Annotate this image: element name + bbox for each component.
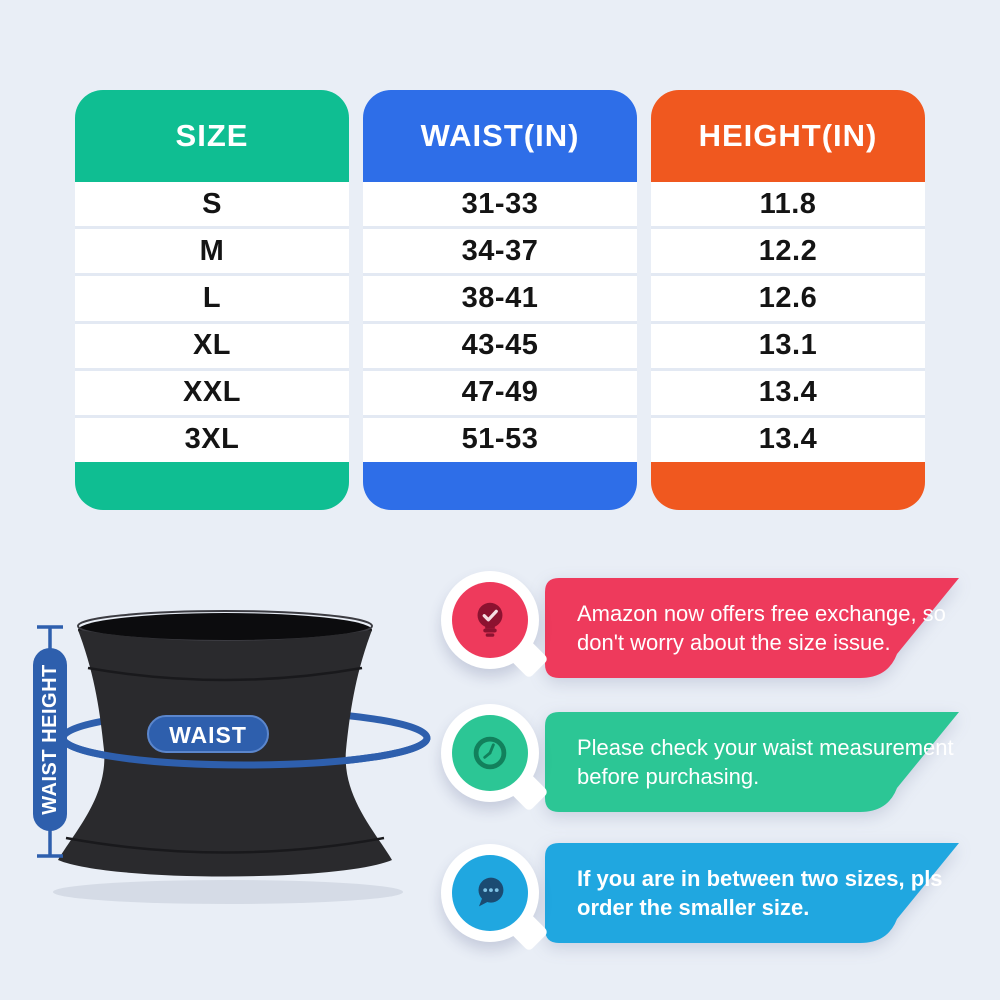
size-column-rows: S M L XL XXL 3XL xyxy=(75,182,349,462)
table-cell: 43-45 xyxy=(363,320,637,368)
size-column-footer xyxy=(75,462,349,510)
callout-text: Amazon now offers free exchange, so don'… xyxy=(577,600,946,655)
table-cell: 34-37 xyxy=(363,226,637,273)
clock-icon xyxy=(473,736,507,770)
size-column: SIZE S M L XL XXL 3XL xyxy=(75,90,349,510)
waist-column: WAIST(IN) 31-33 34-37 38-41 43-45 47-49 … xyxy=(363,90,637,510)
callout-ribbon xyxy=(545,578,959,678)
size-chart-table: SIZE S M L XL XXL 3XL WAIST(IN) 31-33 34… xyxy=(75,90,925,510)
table-cell: XL xyxy=(75,320,349,368)
table-cell: 3XL xyxy=(75,414,349,462)
waist-column-rows: 31-33 34-37 38-41 43-45 47-49 51-53 xyxy=(363,182,637,462)
height-pill xyxy=(33,648,67,831)
table-cell: 47-49 xyxy=(363,367,637,415)
waist-band-front xyxy=(59,737,431,769)
callout-badge xyxy=(441,844,549,952)
table-cell: L xyxy=(75,273,349,320)
table-cell: 31-33 xyxy=(461,187,539,220)
lightbulb-check-icon xyxy=(477,602,503,637)
table-cell: M xyxy=(75,226,349,273)
table-cell: 13.4 xyxy=(651,367,925,415)
table-cell: 11.8 xyxy=(759,187,817,220)
waist-column-footer xyxy=(363,462,637,510)
chat-dots-icon xyxy=(478,877,504,907)
callout-check-measurement: Please check your waist measurement befo… xyxy=(441,704,981,844)
callout-badge xyxy=(441,571,549,679)
height-column: HEIGHT(IN) 11.8 12.2 12.6 13.1 13.4 13.4 xyxy=(651,90,925,510)
height-dimension-lines xyxy=(37,625,63,858)
callout-free-exchange: Amazon now offers free exchange, so don'… xyxy=(441,571,981,711)
trainer-top-seam xyxy=(87,666,363,682)
height-column-header: HEIGHT(IN) xyxy=(651,90,925,182)
waist-pill-label: WAIST xyxy=(169,722,247,748)
table-cell: 12.2 xyxy=(651,226,925,273)
table-cell: 13.1 xyxy=(651,320,925,368)
trainer-body xyxy=(58,630,392,877)
trainer-shadow xyxy=(53,880,403,904)
waist-pill xyxy=(147,715,269,753)
waist-column-header: WAIST(IN) xyxy=(363,90,637,182)
callout-ribbon xyxy=(545,712,959,812)
callout-badge xyxy=(441,704,549,812)
table-cell: XXL xyxy=(75,367,349,415)
callout-text: If you are in between two sizes, pls ord… xyxy=(577,865,943,920)
table-cell: 12.6 xyxy=(651,273,925,320)
callout-ribbon xyxy=(545,843,959,943)
height-column-footer xyxy=(651,462,925,510)
callout-order-smaller: If you are in between two sizes, pls ord… xyxy=(441,842,981,982)
waist-trainer-diagram: WAIST WAIST HEIGHT xyxy=(33,610,431,904)
height-pill-label: WAIST HEIGHT xyxy=(39,664,61,814)
height-column-rows: 11.8 12.2 12.6 13.1 13.4 13.4 xyxy=(651,182,925,462)
size-column-header: SIZE xyxy=(75,90,349,182)
trainer-bottom-seam xyxy=(65,836,385,854)
table-cell: S xyxy=(202,187,222,220)
table-cell: 13.4 xyxy=(651,414,925,462)
callout-text: Please check your waist measurement befo… xyxy=(577,734,954,789)
table-cell: 38-41 xyxy=(363,273,637,320)
table-cell: 51-53 xyxy=(363,414,637,462)
